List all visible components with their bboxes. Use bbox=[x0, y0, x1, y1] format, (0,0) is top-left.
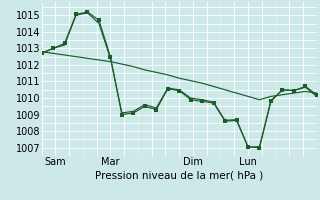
X-axis label: Pression niveau de la mer( hPa ): Pression niveau de la mer( hPa ) bbox=[95, 170, 263, 180]
